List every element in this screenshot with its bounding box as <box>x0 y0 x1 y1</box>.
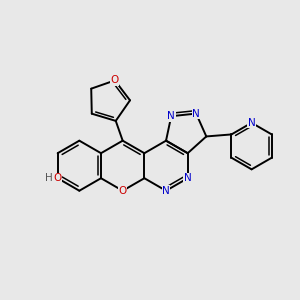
Text: O: O <box>111 75 119 85</box>
Text: O: O <box>53 173 62 183</box>
Text: O: O <box>118 186 127 196</box>
Text: N: N <box>184 173 192 183</box>
Text: N: N <box>248 118 256 128</box>
Text: N: N <box>162 186 170 196</box>
Text: H: H <box>45 173 53 183</box>
Text: N: N <box>167 111 175 121</box>
Text: N: N <box>192 109 200 118</box>
